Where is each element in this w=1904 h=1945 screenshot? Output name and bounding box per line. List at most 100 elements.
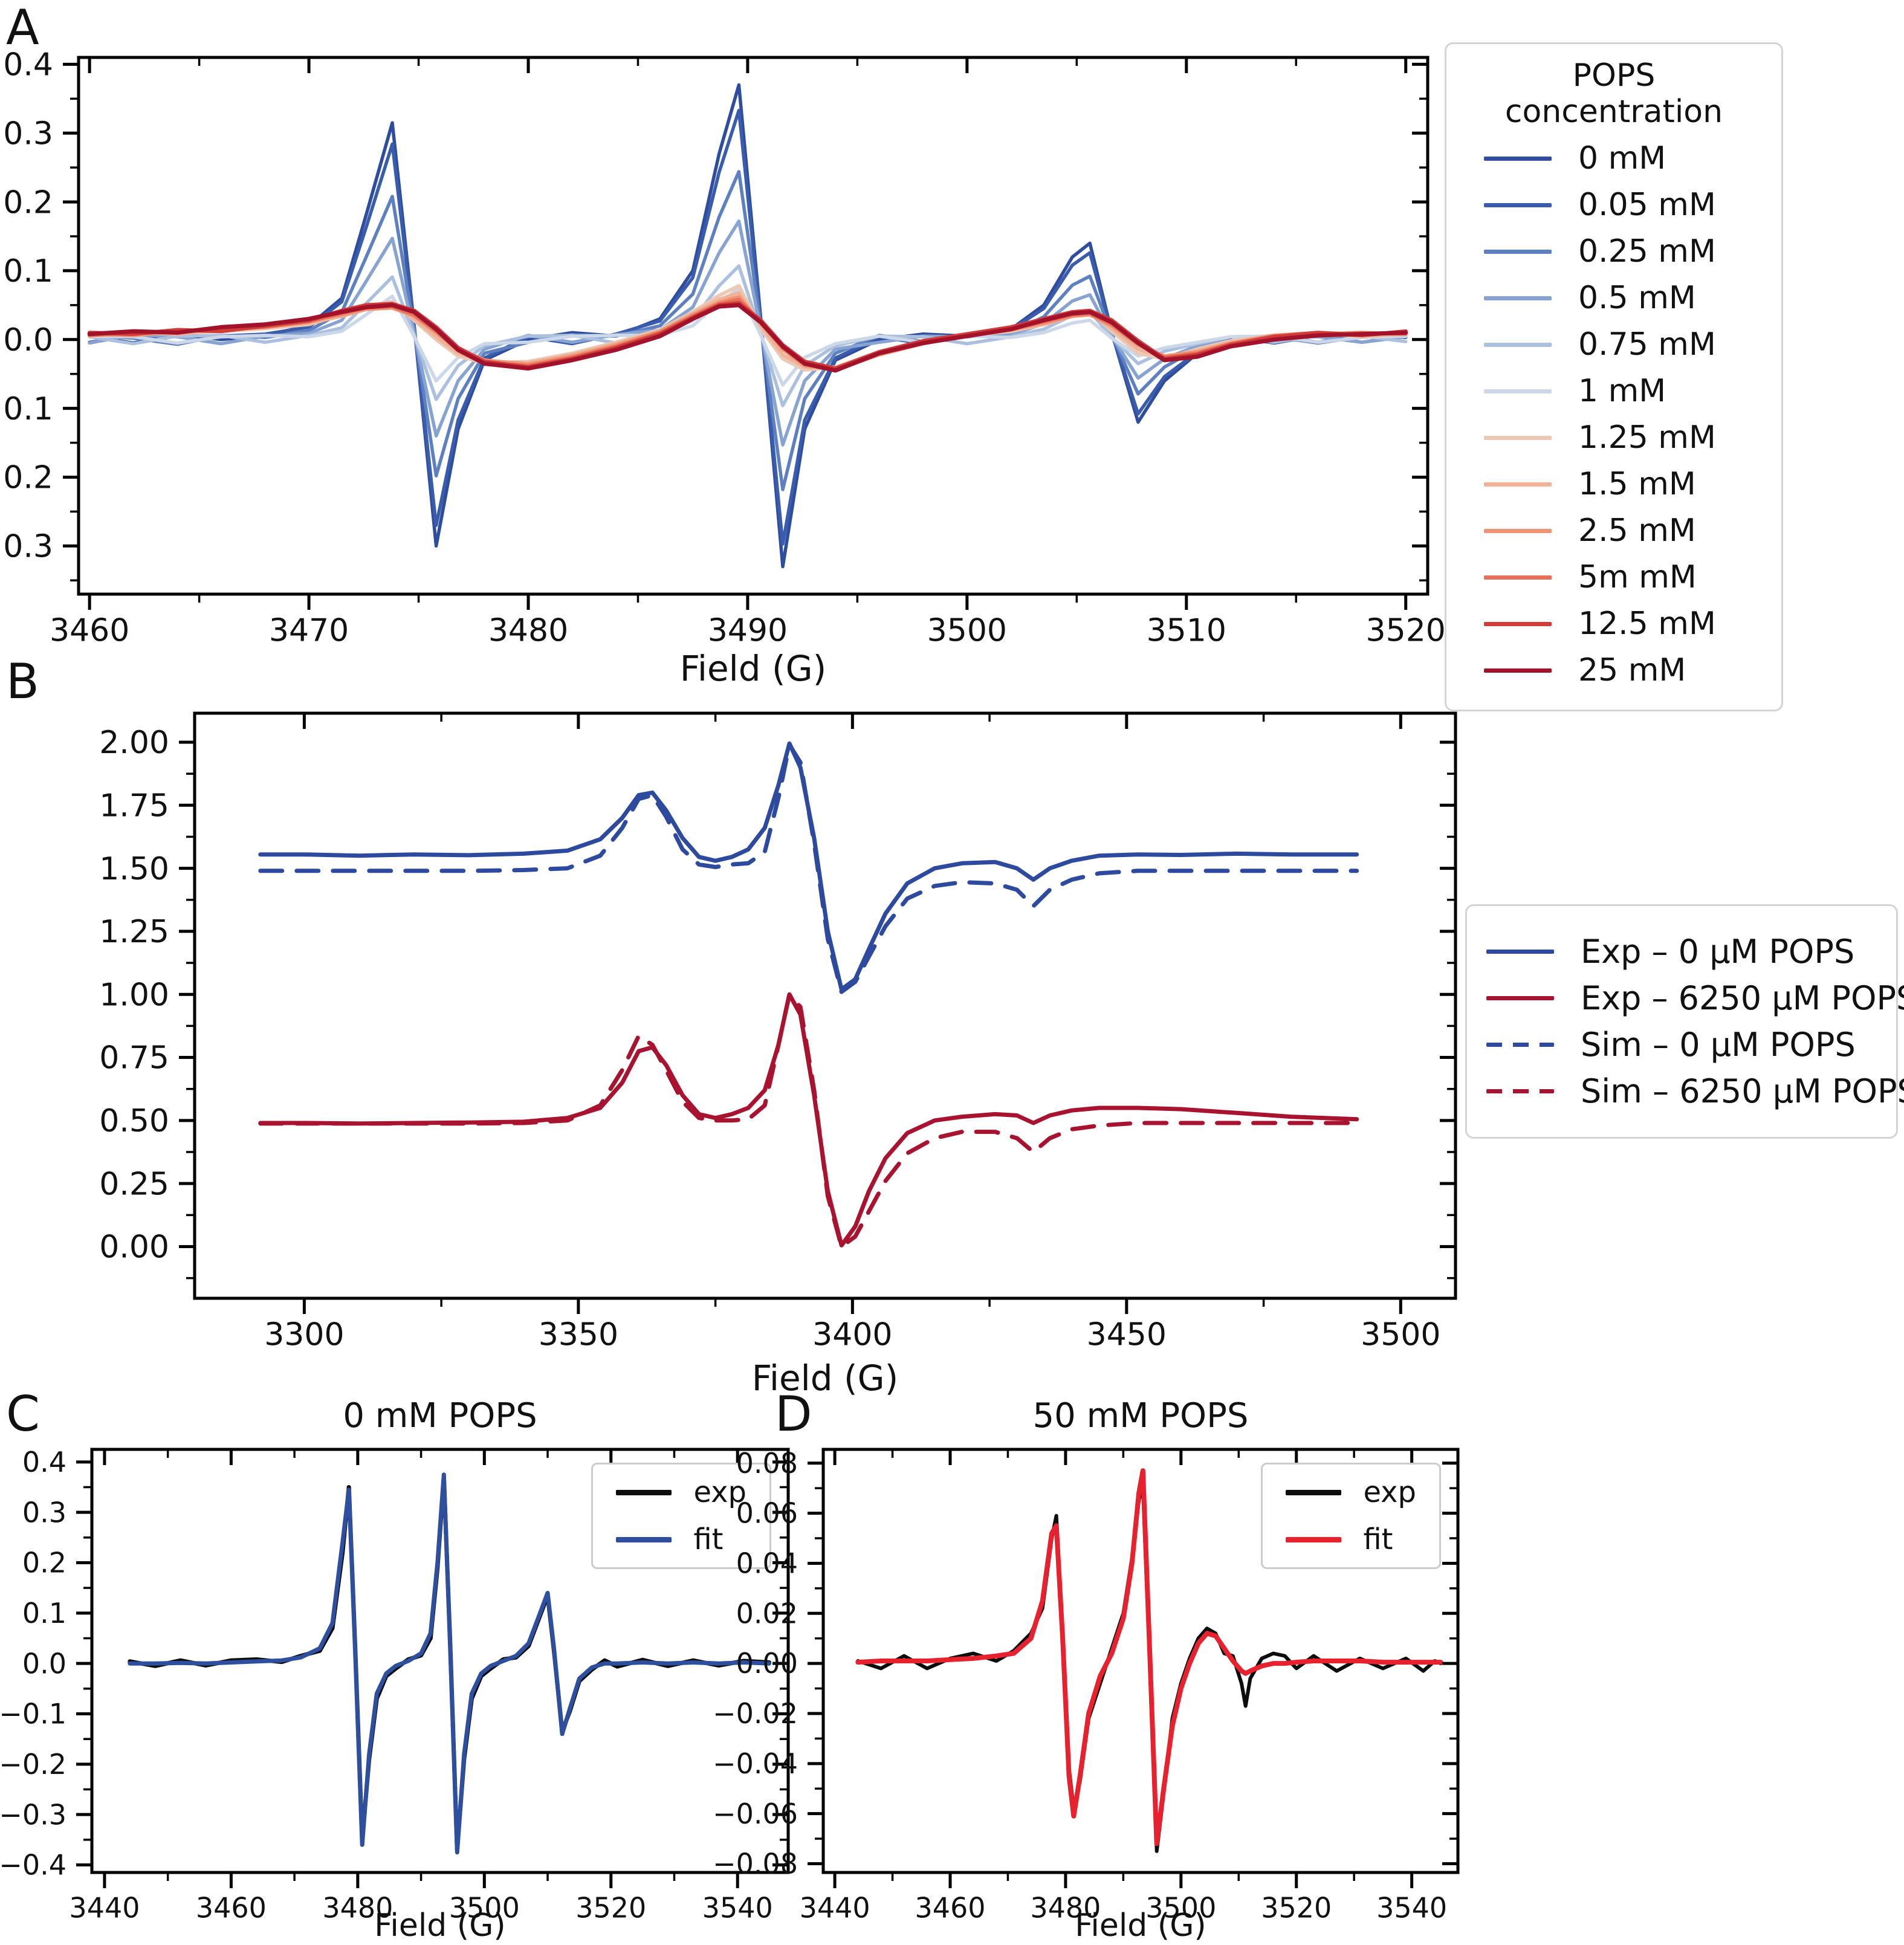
legend-line-swatch (1484, 156, 1552, 161)
legend-entry: 0 mM (1484, 140, 1766, 176)
svg-text:3510: 3510 (1147, 613, 1226, 649)
series-D-fit (855, 1468, 1443, 1846)
svg-text:3470: 3470 (269, 613, 349, 649)
legend-entry: 0.5 mM (1484, 280, 1766, 316)
legend-line-swatch (1486, 1089, 1554, 1093)
legend-entry: 2.5 mM (1484, 513, 1766, 549)
legend-entry-label: 5m mM (1578, 559, 1697, 595)
svg-text:3520: 3520 (1261, 1891, 1332, 1924)
svg-text:−0.4: −0.4 (0, 1849, 66, 1882)
legend-entry-label: 1 mM (1578, 373, 1666, 409)
legend-A-title: POPS concentration (1504, 57, 1723, 130)
legend-line-swatch (1484, 435, 1552, 440)
legend-entry: 1.5 mM (1484, 466, 1766, 502)
svg-text:3520: 3520 (1366, 613, 1446, 649)
svg-text:−0.04: −0.04 (713, 1747, 798, 1780)
legend-entry-label: exp (1363, 1475, 1416, 1509)
legend-line-swatch (1486, 950, 1554, 954)
svg-text:−0.2: −0.2 (0, 1748, 66, 1781)
svg-text:−0.06: −0.06 (713, 1798, 798, 1830)
svg-text:3400: 3400 (812, 1317, 892, 1353)
legend-entry: Exp – 6250 µM POPS (1486, 979, 1904, 1017)
svg-text:0.00: 0.00 (99, 1229, 169, 1266)
series-B-Exp – 6250 µM POPS (258, 992, 1359, 1248)
svg-text:3500: 3500 (1361, 1317, 1440, 1353)
panel-A-legend: POPS concentration 0 mM 0.05 mM 0.25 mM 0.5… (1445, 42, 1783, 711)
legend-entry-label: 1.5 mM (1578, 466, 1696, 502)
svg-text:0.0: 0.0 (3, 322, 53, 358)
svg-text:0.3: 0.3 (3, 115, 53, 152)
panel-B-legend: Exp – 0 µM POPS Exp – 6250 µM POPS Sim – 0… (1465, 904, 1904, 1139)
panel-C-legend: exp fit (591, 1463, 771, 1569)
series-A-0.25 mM (88, 170, 1408, 491)
svg-text:0.08: 0.08 (736, 1447, 798, 1480)
legend-line-swatch (1484, 202, 1552, 207)
series-A-1.25 mM (88, 284, 1408, 372)
svg-text:1.25: 1.25 (99, 914, 169, 950)
svg-text:0.04: 0.04 (736, 1547, 798, 1580)
panel-label-a: A (6, 0, 39, 56)
svg-text:3440: 3440 (69, 1891, 140, 1924)
legend-entry-label: 0 mM (1578, 140, 1666, 176)
legend-line-swatch (1484, 296, 1552, 300)
svg-text:0.50: 0.50 (99, 1103, 169, 1139)
panel-C-xlabel: Field (G) (374, 1908, 506, 1944)
legend-line-swatch (1484, 482, 1552, 487)
legend-entry-label: Sim – 0 µM POPS (1581, 1026, 1856, 1064)
legend-entry-label: exp (693, 1475, 746, 1509)
svg-text:0.02: 0.02 (736, 1597, 798, 1629)
legend-entry: exp (1286, 1475, 1416, 1509)
panel-B-plot: 3300 3350 3400 3450 3500 2.00 1.75 1.50 1.25 1.00… (99, 711, 1457, 1353)
legend-entry-label: 0.5 mM (1578, 280, 1696, 316)
legend-line-swatch (1484, 249, 1552, 254)
svg-text:3480: 3480 (322, 1891, 393, 1924)
svg-text:3480: 3480 (1030, 1891, 1101, 1924)
panel-label-b: B (6, 653, 39, 710)
series-A-0.05 mM (88, 108, 1408, 546)
legend-entry-label: Exp – 0 µM POPS (1581, 933, 1855, 971)
svg-text:1.50: 1.50 (99, 851, 169, 887)
svg-text:−0.08: −0.08 (713, 1848, 798, 1880)
legend-entry: 1.25 mM (1484, 419, 1766, 456)
legend-entry-label: 1.25 mM (1578, 419, 1716, 456)
svg-text:−0.3: −0.3 (0, 1798, 66, 1831)
svg-text:−0.1: −0.1 (0, 391, 53, 427)
legend-entry-label: fit (693, 1523, 724, 1556)
svg-text:0.0: 0.0 (22, 1647, 66, 1680)
legend-entry-label: fit (1363, 1523, 1393, 1556)
svg-text:3460: 3460 (50, 613, 129, 649)
series-C-fit (128, 1472, 772, 1855)
legend-entry: 5m mM (1484, 559, 1766, 595)
legend-line-swatch (1484, 668, 1552, 673)
svg-text:3480: 3480 (488, 613, 568, 649)
svg-text:3460: 3460 (196, 1891, 267, 1924)
svg-text:3300: 3300 (264, 1317, 344, 1353)
legend-line-swatch (1486, 996, 1554, 1000)
svg-text:0.2: 0.2 (22, 1547, 66, 1579)
svg-text:−0.1: −0.1 (0, 1698, 66, 1730)
legend-entry: Exp – 0 µM POPS (1486, 933, 1877, 971)
svg-text:0.25: 0.25 (99, 1166, 169, 1202)
panel-B-xlabel: Field (G) (751, 1358, 899, 1399)
svg-text:0.00: 0.00 (736, 1647, 798, 1680)
svg-text:3450: 3450 (1087, 1317, 1167, 1353)
series-B-Sim – 0 µM POPS (258, 742, 1359, 994)
legend-entry-label: Exp – 6250 µM POPS (1581, 979, 1904, 1017)
svg-text:3500: 3500 (927, 613, 1007, 649)
legend-entry: 1 mM (1484, 373, 1766, 409)
series-B-Exp – 0 µM POPS (258, 741, 1359, 992)
legend-line-swatch (1286, 1536, 1342, 1542)
svg-text:0.4: 0.4 (22, 1446, 66, 1478)
panel-D-plot: 3440 3460 3480 3500 3520 3540 0.08 0.06 0.04 0.02… (713, 1447, 1460, 1924)
svg-text:−0.2: −0.2 (0, 460, 53, 496)
legend-entry-label: 0.05 mM (1578, 187, 1716, 223)
svg-text:0.06: 0.06 (736, 1497, 798, 1530)
legend-entry: 0.25 mM (1484, 233, 1766, 270)
legend-entry: Sim – 0 µM POPS (1486, 1026, 1877, 1064)
svg-text:0.75: 0.75 (99, 1040, 169, 1076)
svg-text:3350: 3350 (539, 1317, 618, 1353)
legend-entry-label: 2.5 mM (1578, 513, 1696, 549)
svg-text:0.1: 0.1 (22, 1597, 66, 1629)
legend-entry: exp (616, 1475, 746, 1509)
